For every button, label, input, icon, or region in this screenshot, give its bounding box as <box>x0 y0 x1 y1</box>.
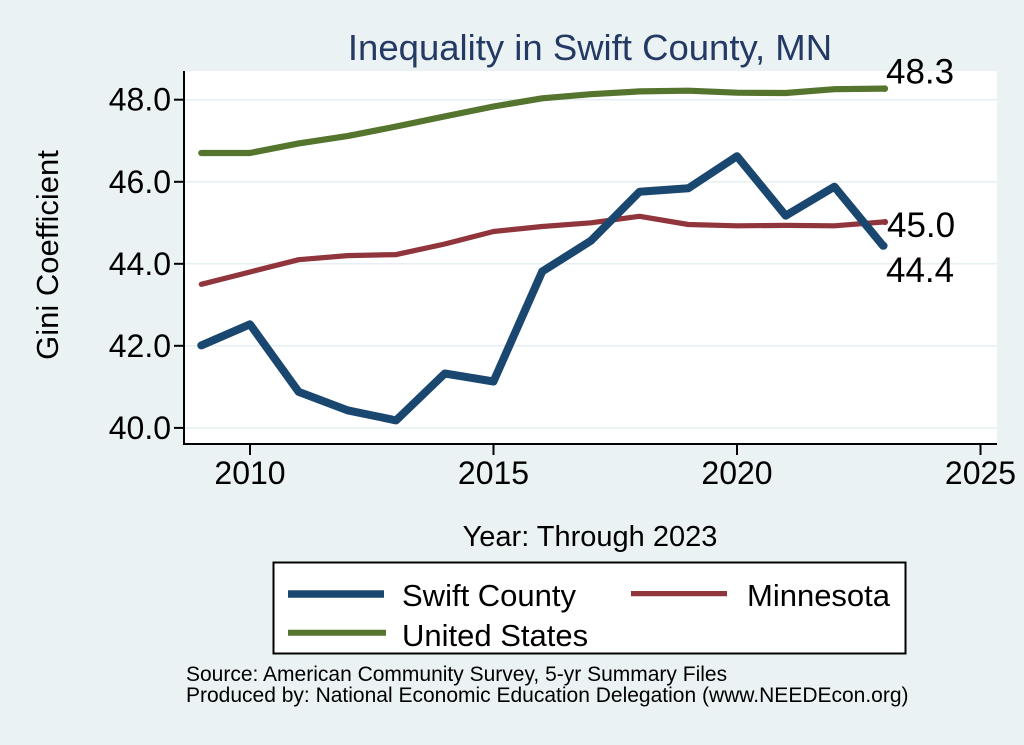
svg-text:44.0: 44.0 <box>109 246 171 282</box>
svg-text:44.4: 44.4 <box>886 251 954 290</box>
svg-text:2010: 2010 <box>214 455 285 491</box>
svg-text:46.0: 46.0 <box>109 164 171 200</box>
svg-text:Produced by: National Economic: Produced by: National Economic Education… <box>186 684 909 707</box>
svg-text:United States: United States <box>402 618 588 653</box>
svg-text:Minnesota: Minnesota <box>747 578 891 613</box>
svg-text:Year: Through 2023: Year: Through 2023 <box>463 521 718 553</box>
svg-text:Gini Coefficient: Gini Coefficient <box>30 150 65 360</box>
svg-text:2020: 2020 <box>701 455 772 491</box>
svg-text:Swift County: Swift County <box>402 578 577 613</box>
svg-text:40.0: 40.0 <box>109 410 171 446</box>
svg-text:2025: 2025 <box>945 455 1016 491</box>
svg-text:48.3: 48.3 <box>886 53 954 92</box>
svg-text:2015: 2015 <box>458 455 529 491</box>
svg-text:45.0: 45.0 <box>887 206 955 245</box>
svg-text:Source: American Community Sur: Source: American Community Survey, 5-yr … <box>186 663 727 686</box>
svg-text:48.0: 48.0 <box>109 82 171 118</box>
svg-text:Inequality in Swift County, MN: Inequality in Swift County, MN <box>348 27 832 68</box>
svg-text:42.0: 42.0 <box>109 328 171 364</box>
